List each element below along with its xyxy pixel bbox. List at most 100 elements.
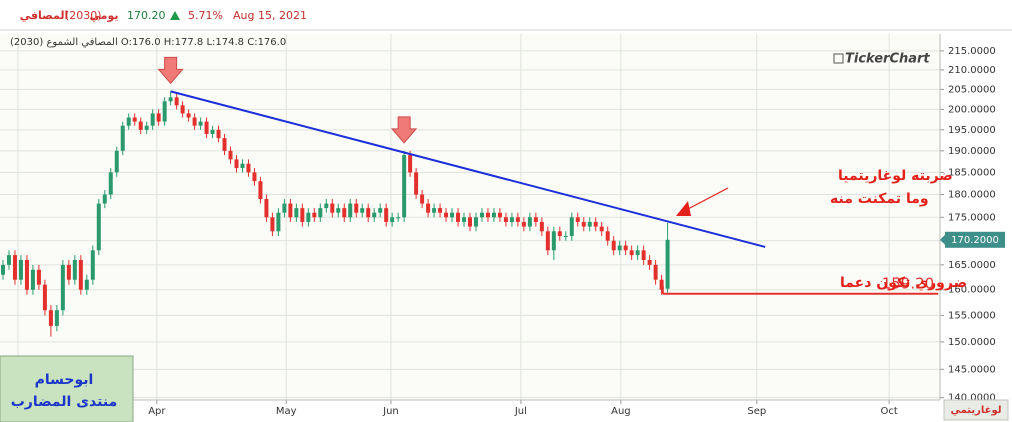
y-tick-label: 195.0000 — [948, 125, 996, 136]
x-tick-label: Sep — [747, 406, 766, 417]
candle-body — [168, 97, 173, 102]
candle-body — [623, 245, 628, 251]
y-tick-label: 140.0000 — [948, 393, 996, 404]
candle-body — [312, 212, 317, 218]
candle-body — [300, 208, 305, 222]
candle-body — [354, 203, 359, 213]
y-tick-label: 185.0000 — [948, 167, 996, 178]
candle-body — [336, 208, 341, 213]
y-tick-label: 205.0000 — [948, 84, 996, 95]
candle-body — [318, 208, 323, 218]
candle-body — [198, 121, 203, 126]
last-price: 170.20 — [127, 9, 166, 22]
candle-body — [330, 203, 335, 213]
candle-body — [114, 150, 119, 173]
candle-body — [48, 310, 53, 326]
candle-body — [563, 235, 568, 237]
y-tick-label: 150.0000 — [948, 337, 996, 348]
candle-body — [641, 250, 646, 260]
last-price-box — [945, 231, 1005, 248]
candle-body — [294, 208, 299, 218]
candle-body — [396, 217, 401, 219]
candle-body — [126, 117, 131, 126]
candle-body — [468, 217, 472, 227]
candle-body — [599, 226, 604, 232]
candle-body — [30, 269, 35, 290]
candle-body — [6, 255, 11, 265]
brand: TickerChart — [845, 52, 930, 67]
candle-body — [282, 203, 287, 213]
up-icon — [170, 11, 180, 20]
candle-body — [653, 264, 658, 280]
candle-body — [150, 113, 155, 126]
scale-box[interactable] — [943, 399, 1009, 421]
candle-body — [587, 221, 592, 227]
candle-body — [288, 203, 293, 218]
date: Aug 15, 2021 — [233, 9, 307, 22]
x-tick-label: Apr — [148, 406, 166, 417]
candle-body — [557, 231, 562, 236]
candle-body — [479, 212, 484, 218]
candle-body — [372, 212, 377, 218]
y-tick-label: 215.0000 — [948, 46, 996, 57]
candle-body — [450, 212, 455, 218]
ohlc-legend: المصافي الشموع (2030) O:176.0 H:177.8 L:… — [10, 37, 286, 48]
candle-body — [360, 208, 365, 213]
watermark-text: منتدى المضارب — [11, 394, 118, 410]
last-price-label: 170.2000 — [951, 235, 999, 246]
candle-body — [581, 221, 586, 227]
candle-body — [384, 208, 389, 222]
x-tick-label: Jun — [382, 406, 399, 417]
candle-body — [264, 199, 269, 218]
brand-icon — [833, 53, 844, 64]
candle-body — [545, 231, 550, 251]
annotation: ضربته لوغاريتميا — [838, 168, 953, 184]
candle-body — [515, 217, 520, 222]
candle-body — [228, 150, 233, 160]
candle-body — [102, 194, 107, 204]
candle-body — [605, 231, 610, 241]
x-tick-label: Aug — [611, 406, 631, 417]
watermark-text: ابوحسام — [35, 372, 94, 388]
candle-body — [635, 250, 640, 256]
candle-body — [551, 231, 556, 251]
candle-body — [216, 129, 221, 139]
candle-body — [444, 212, 449, 218]
candle-body — [36, 269, 41, 285]
candle-body — [438, 208, 443, 213]
plot-layer: 140.0000 145.0000 150.0000 155.0000 160.0000… — [0, 34, 1005, 417]
scale-label[interactable]: لوغاريتمي — [950, 405, 1001, 416]
candle-body — [144, 125, 149, 130]
candle-body — [192, 117, 197, 126]
candle-body — [390, 217, 395, 222]
candle-body — [533, 217, 538, 222]
candle-body — [456, 212, 461, 222]
candle-body — [132, 117, 137, 122]
candle-body — [90, 250, 95, 280]
candle-body — [78, 259, 83, 290]
candle-body — [12, 255, 17, 280]
period: يومي — [90, 9, 119, 22]
candle-body — [378, 208, 383, 213]
y-tick-label: 145.0000 — [948, 364, 996, 375]
y-tick-label: 155.0000 — [948, 310, 996, 321]
candle-body — [503, 217, 508, 222]
x-tick-label: Jul — [514, 406, 527, 417]
candle-body — [575, 217, 580, 222]
candle-body — [414, 172, 419, 195]
candle-body — [42, 284, 47, 311]
candle-body — [539, 221, 544, 232]
candle-body — [156, 113, 161, 122]
x-tick-label: May — [276, 406, 297, 417]
support-label: 159.20 — [882, 274, 935, 292]
candle-body — [210, 129, 215, 134]
y-tick-label: 160.0000 — [948, 285, 996, 296]
annotation: ضروري تكون دعما — [840, 275, 967, 292]
annotation-pointer — [687, 187, 729, 210]
candle-body — [108, 172, 113, 195]
watermark-box — [0, 355, 134, 422]
trendline — [170, 90, 766, 248]
candle-body — [509, 217, 514, 222]
y-tick-label: 175.0000 — [948, 212, 996, 223]
candle-body — [138, 121, 143, 130]
